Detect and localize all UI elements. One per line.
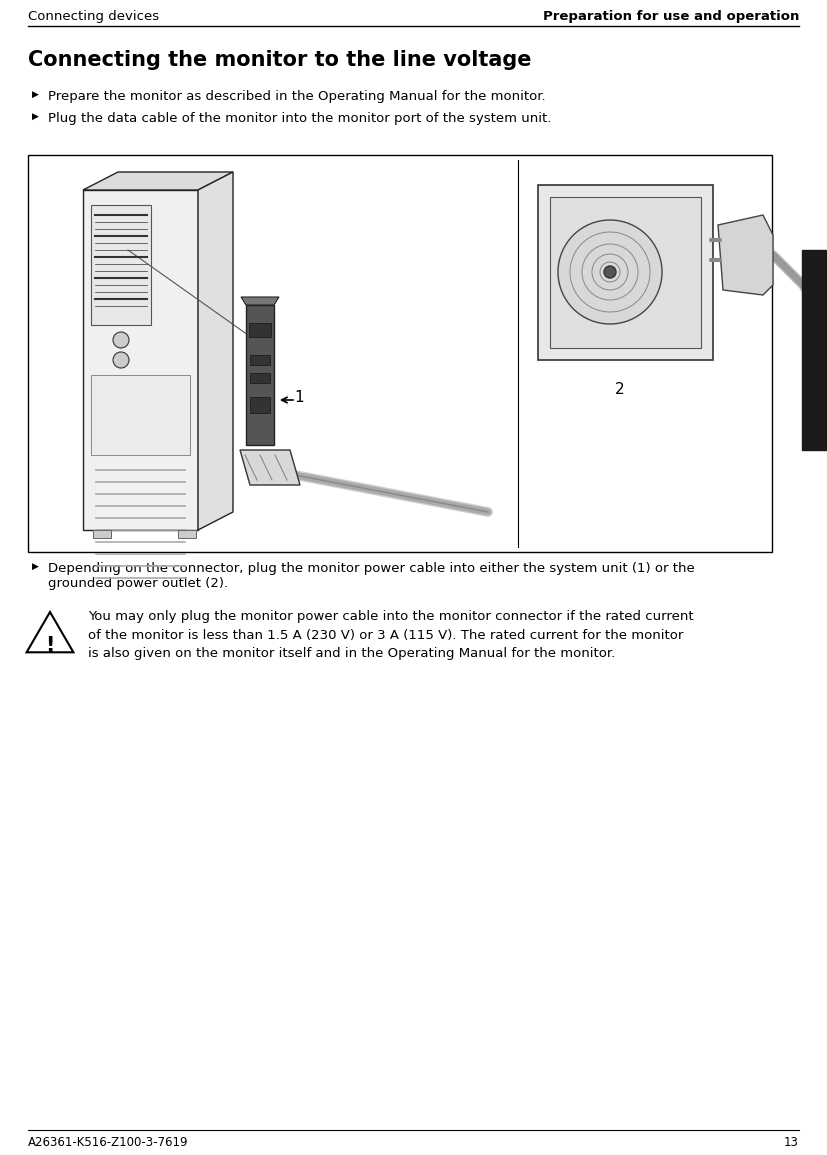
Text: ▶: ▶ — [32, 562, 39, 571]
Bar — [250, 397, 270, 413]
Text: 13: 13 — [784, 1137, 799, 1149]
Polygon shape — [241, 297, 279, 305]
Polygon shape — [26, 612, 74, 653]
Bar — [178, 530, 196, 538]
Bar — [246, 305, 274, 445]
Polygon shape — [718, 215, 773, 295]
Text: 1: 1 — [294, 390, 304, 405]
Polygon shape — [83, 172, 233, 191]
Bar — [91, 375, 190, 455]
Bar — [83, 191, 198, 530]
Text: A26361-K516-Z100-3-7619: A26361-K516-Z100-3-7619 — [28, 1137, 189, 1149]
Polygon shape — [198, 172, 233, 530]
Bar — [250, 355, 270, 365]
Circle shape — [604, 266, 616, 278]
Text: Connecting the monitor to the line voltage: Connecting the monitor to the line volta… — [28, 50, 532, 70]
Bar — [250, 373, 270, 383]
Polygon shape — [240, 450, 300, 485]
Text: Connecting devices: Connecting devices — [28, 10, 159, 23]
Bar — [28, 155, 772, 552]
Text: ▶: ▶ — [32, 112, 39, 121]
Bar — [91, 204, 151, 325]
Text: Depending on the connector, plug the monitor power cable into either the system : Depending on the connector, plug the mon… — [48, 562, 695, 590]
Text: You may only plug the monitor power cable into the monitor connector if the rate: You may only plug the monitor power cabl… — [88, 610, 694, 660]
Text: 2: 2 — [615, 382, 625, 397]
Circle shape — [558, 219, 662, 325]
Bar — [249, 323, 271, 337]
Text: !: ! — [45, 636, 55, 656]
Bar — [802, 249, 827, 450]
Text: ▶: ▶ — [32, 90, 39, 99]
Text: Prepare the monitor as described in the Operating Manual for the monitor.: Prepare the monitor as described in the … — [48, 90, 546, 103]
Circle shape — [113, 352, 129, 368]
Bar — [93, 530, 111, 538]
Text: Plug the data cable of the monitor into the monitor port of the system unit.: Plug the data cable of the monitor into … — [48, 112, 552, 125]
Text: Preparation for use and operation: Preparation for use and operation — [543, 10, 799, 23]
Bar — [538, 185, 713, 360]
Circle shape — [113, 331, 129, 348]
Bar — [550, 198, 701, 348]
